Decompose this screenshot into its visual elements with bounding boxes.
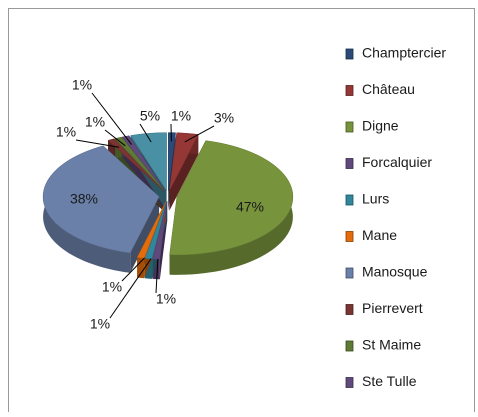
legend-label: St Maime: [362, 337, 421, 353]
legend-swatch: [346, 195, 353, 205]
legend-label: Digne: [362, 118, 399, 134]
legend-swatch: [346, 268, 353, 278]
legend-swatch: [346, 232, 353, 242]
slice-side: [137, 257, 144, 278]
data-label: 38%: [70, 191, 98, 207]
data-label: 5%: [140, 108, 160, 124]
data-label: 1%: [85, 114, 105, 130]
legend-label: Forcalquier: [362, 154, 432, 170]
legend-label: Château: [362, 81, 415, 97]
data-label: 1%: [56, 124, 76, 140]
legend-swatch: [346, 378, 353, 388]
legend-swatch: [346, 122, 353, 132]
legend-swatch: [346, 49, 353, 59]
legend-label: Ste Tulle: [362, 373, 417, 389]
legend-label: Pierrevert: [362, 300, 423, 316]
legend-label: Manosque: [362, 264, 428, 280]
legend-label: Mane: [362, 227, 397, 243]
legend-swatch: [346, 305, 353, 315]
data-label: 1%: [156, 291, 176, 307]
data-label: 3%: [214, 110, 234, 126]
data-label: 1%: [90, 316, 110, 332]
legend-swatch: [346, 341, 353, 351]
legend-label: Champtercier: [362, 45, 446, 61]
legend-label: Lurs: [362, 191, 389, 207]
data-label: 1%: [102, 279, 122, 295]
data-label: 1%: [72, 77, 92, 93]
legend-swatch: [346, 159, 353, 169]
data-label: 1%: [171, 108, 191, 124]
legend-swatch: [346, 86, 353, 96]
data-label: 47%: [236, 199, 264, 215]
